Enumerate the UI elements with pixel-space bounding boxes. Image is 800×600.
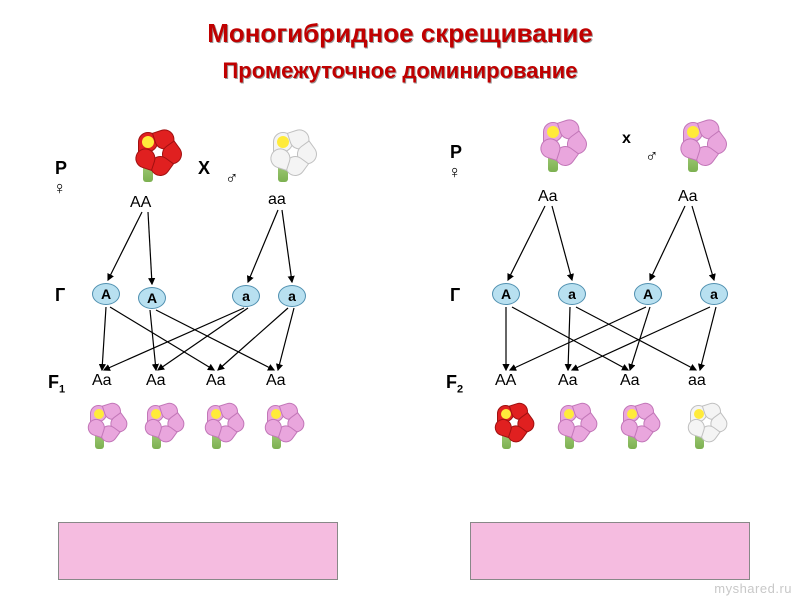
label-F-left: F1 [48,372,65,396]
offspring-geno-right-1: Aa [558,372,578,390]
offspring-geno-left-0: Aa [92,372,112,390]
offspring-geno-right-3: aa [688,372,706,390]
result-box-left [58,522,338,580]
offspring-flower-right-3 [675,395,723,453]
gamete-right-1: a [558,283,586,305]
label-G-left: Г [55,285,65,306]
offspring-flower-right-0 [482,395,530,453]
label-G-right: Г [450,285,460,306]
parent-flower-2-left [255,120,310,185]
offspring-geno-left-1: Aa [146,372,166,390]
gamete-right-3: a [700,283,728,305]
gamete-left-2: a [232,285,260,307]
parent-genotype-2-right: Aa [678,188,698,206]
offspring-flower-left-2 [192,395,240,453]
offspring-flower-left-3 [252,395,300,453]
gamete-right-0: A [492,283,520,305]
female-symbol-left: ♀ [53,178,67,199]
offspring-flower-right-1 [545,395,593,453]
offspring-flower-right-2 [608,395,656,453]
title-main: Моногибридное скрещивание [0,18,800,49]
offspring-geno-right-0: AA [495,372,516,390]
arrows-right [430,90,790,590]
male-symbol-left: ♂ [225,168,239,189]
offspring-geno-right-2: Aa [620,372,640,390]
offspring-geno-left-2: Aa [206,372,226,390]
parent-flower-2-right [665,110,720,175]
gamete-left-3: a [278,285,306,307]
label-X-left: X [198,158,210,179]
gamete-left-0: A [92,283,120,305]
parent-genotype-1-left: AA [130,194,151,212]
female-symbol-right: ♀ [448,162,462,183]
label-P-right: P [450,142,462,163]
parent-genotype-2-left: aa [268,191,286,209]
parent-flower-1-left [120,120,175,185]
offspring-flower-left-0 [75,395,123,453]
offspring-flower-left-1 [132,395,180,453]
label-X-right: x [622,130,631,148]
parent-genotype-1-right: Aa [538,188,558,206]
parent-flower-1-right [525,110,580,175]
cross-panel-left: P ♀ X ♂ Г F1 AA aa A A a a Aa Aa Aa Aa [30,90,390,590]
cross-panel-right: P ♀ x ♂ Г F2 Aa Aa A a A a AA Aa Aa aa [430,90,790,590]
male-symbol-right: ♂ [645,146,659,167]
gamete-left-1: A [138,287,166,309]
watermark: myshared.ru [714,581,792,596]
label-F-right: F2 [446,372,463,396]
offspring-geno-left-3: Aa [266,372,286,390]
title-sub: Промежуточное доминирование [0,58,800,84]
gamete-right-2: A [634,283,662,305]
label-P-left: P [55,158,67,179]
result-box-right [470,522,750,580]
